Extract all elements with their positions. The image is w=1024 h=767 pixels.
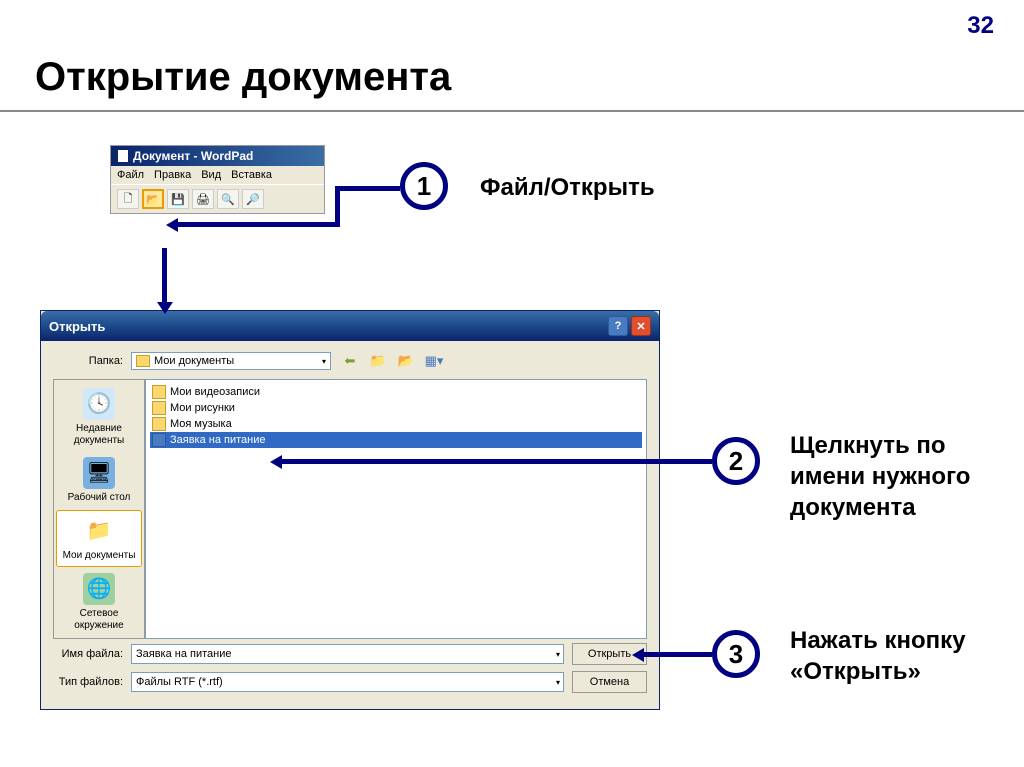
dialog-title-text: Открыть [49, 319, 105, 334]
sidebar-desktop-label: Рабочий стол [58, 492, 140, 504]
wordpad-toolbar: 🗋 📂 💾 🖨 🔍 🔎 [111, 184, 324, 213]
callout-3-circle: 3 [712, 630, 760, 678]
callout-2-circle: 2 [712, 437, 760, 485]
menu-edit[interactable]: Правка [154, 169, 191, 181]
wordpad-icon [117, 149, 129, 163]
menu-file[interactable]: Файл [117, 169, 144, 181]
wordpad-menubar: Файл Правка Вид Вставка [111, 166, 324, 184]
callout-1-text: Файл/Открыть [480, 172, 655, 203]
menu-view[interactable]: Вид [201, 169, 221, 181]
title-underline [0, 110, 1024, 112]
page-number: 32 [967, 12, 994, 40]
print-icon[interactable]: 🖨 [192, 189, 214, 209]
new-folder-icon[interactable]: 📂 [395, 351, 417, 371]
close-icon[interactable]: ✕ [631, 316, 651, 336]
sidebar-desktop[interactable]: 🖥 Рабочий стол [56, 453, 142, 508]
slide-title: Открытие документа [35, 55, 451, 100]
arrow-down-head [157, 302, 173, 314]
folder-icon [152, 385, 166, 399]
arrow-1-h2 [176, 222, 340, 227]
chevron-down-icon: ▾ [322, 357, 326, 366]
list-item[interactable]: Моя музыка [150, 416, 642, 432]
desktop-icon: 🖥 [83, 457, 115, 489]
sidebar-network-label: Сетевое окружение [58, 608, 140, 632]
file-list[interactable]: Мои видеозаписи Мои рисунки Моя музыка З… [145, 379, 647, 639]
dialog-window-controls: ? ✕ [608, 316, 651, 336]
arrow-down [162, 248, 167, 304]
filetype-value: Файлы RTF (*.rtf) [136, 676, 223, 688]
menu-insert[interactable]: Вставка [231, 169, 272, 181]
new-file-icon[interactable]: 🗋 [117, 189, 139, 209]
arrow-1-h [335, 186, 400, 191]
up-icon[interactable]: 📁 [367, 351, 389, 371]
filetype-label: Тип файлов: [53, 676, 123, 688]
document-icon [152, 433, 166, 447]
places-sidebar: 🕓 Недавние документы 🖥 Рабочий стол 📁 Мо… [53, 379, 145, 639]
sidebar-mydocs[interactable]: 📁 Мои документы [56, 510, 142, 567]
mydocs-icon: 📁 [83, 515, 115, 547]
file-label: Заявка на питание [170, 434, 266, 446]
open-dialog: Открыть ? ✕ Папка: Мои документы ▾ ⬅ 📁 📂… [40, 310, 660, 710]
list-item[interactable]: Мои рисунки [150, 400, 642, 416]
arrow-2-head [270, 455, 282, 469]
folder-icon [152, 401, 166, 415]
list-item-selected[interactable]: Заявка на питание [150, 432, 642, 448]
file-label: Моя музыка [170, 418, 232, 430]
arrow-1-v [335, 186, 340, 226]
find-icon[interactable]: 🔎 [242, 189, 264, 209]
file-label: Мои видеозаписи [170, 386, 260, 398]
dialog-bottom: Имя файла: Заявка на питание Открыть Тип… [53, 643, 647, 699]
callout-2-text: Щелкнуть по имени нужного документа [790, 430, 990, 524]
callout-1-circle: 1 [400, 162, 448, 210]
folder-label: Папка: [53, 355, 123, 367]
help-icon[interactable]: ? [608, 316, 628, 336]
dialog-nav-icons: ⬅ 📁 📂 ▦▾ [339, 351, 445, 371]
wordpad-title-text: Документ - WordPad [133, 149, 253, 163]
preview-icon[interactable]: 🔍 [217, 189, 239, 209]
back-icon[interactable]: ⬅ [339, 351, 361, 371]
folder-value: Мои документы [154, 355, 234, 367]
callout-3-text: Нажать кнопку «Открыть» [790, 625, 990, 687]
arrow-3 [642, 652, 712, 657]
folder-icon [136, 355, 150, 367]
list-item[interactable]: Мои видеозаписи [150, 384, 642, 400]
dialog-main: 🕓 Недавние документы 🖥 Рабочий стол 📁 Мо… [53, 379, 647, 639]
wordpad-titlebar: Документ - WordPad [111, 146, 324, 166]
sidebar-network[interactable]: 🌐 Сетевое окружение [56, 569, 142, 636]
sidebar-recent[interactable]: 🕓 Недавние документы [56, 384, 142, 451]
filename-input[interactable]: Заявка на питание [131, 644, 564, 664]
save-icon[interactable]: 💾 [167, 189, 189, 209]
folder-row: Папка: Мои документы ▾ ⬅ 📁 📂 ▦▾ [53, 351, 647, 371]
folder-dropdown[interactable]: Мои документы ▾ [131, 352, 331, 370]
views-icon[interactable]: ▦▾ [423, 351, 445, 371]
arrow-1-head [166, 218, 178, 232]
filename-value: Заявка на питание [136, 648, 232, 660]
filename-label: Имя файла: [53, 648, 123, 660]
network-icon: 🌐 [83, 573, 115, 605]
wordpad-window: Документ - WordPad Файл Правка Вид Встав… [110, 145, 325, 214]
arrow-2 [280, 459, 712, 464]
dialog-titlebar: Открыть ? ✕ [41, 311, 659, 341]
filetype-dropdown[interactable]: Файлы RTF (*.rtf) [131, 672, 564, 692]
cancel-button[interactable]: Отмена [572, 671, 647, 693]
file-label: Мои рисунки [170, 402, 235, 414]
sidebar-recent-label: Недавние документы [58, 423, 140, 447]
arrow-3-head [632, 648, 644, 662]
recent-icon: 🕓 [83, 388, 115, 420]
sidebar-mydocs-label: Мои документы [59, 550, 139, 562]
folder-icon [152, 417, 166, 431]
open-file-icon[interactable]: 📂 [142, 189, 164, 209]
